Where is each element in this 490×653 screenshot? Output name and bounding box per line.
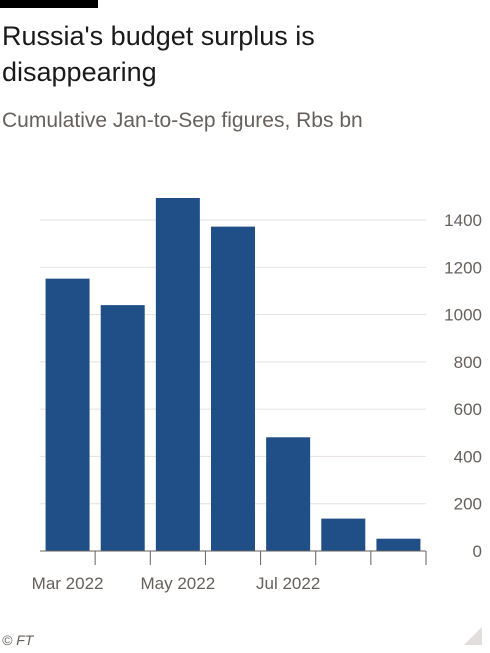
y-tick-label: 600 bbox=[454, 400, 482, 419]
source-credit: © FT bbox=[2, 632, 34, 648]
bar bbox=[211, 226, 255, 551]
bar bbox=[100, 305, 145, 551]
y-tick-label: 200 bbox=[454, 495, 482, 514]
corner-fold bbox=[464, 627, 482, 645]
y-tick-label: 1200 bbox=[444, 258, 482, 277]
y-tick-label: 400 bbox=[454, 447, 482, 466]
x-tick-label: May 2022 bbox=[141, 574, 216, 593]
y-tick-label: 1400 bbox=[444, 211, 482, 230]
bar bbox=[321, 518, 366, 551]
chart-subtitle: Cumulative Jan-to-Sep figures, Rbs bn bbox=[2, 109, 363, 132]
x-tick-label: Mar 2022 bbox=[32, 574, 104, 593]
y-tick-label: 0 bbox=[473, 542, 482, 561]
chart-title: Russia's budget surplus is disappearing bbox=[2, 21, 315, 87]
y-tick-label: 1000 bbox=[444, 306, 482, 325]
bar bbox=[45, 278, 90, 551]
x-tick-label: Jul 2022 bbox=[256, 574, 320, 593]
y-tick-label: 800 bbox=[454, 353, 482, 372]
bar bbox=[155, 198, 200, 551]
brand-bar bbox=[0, 0, 98, 8]
bar bbox=[376, 538, 421, 551]
bar bbox=[266, 437, 311, 551]
